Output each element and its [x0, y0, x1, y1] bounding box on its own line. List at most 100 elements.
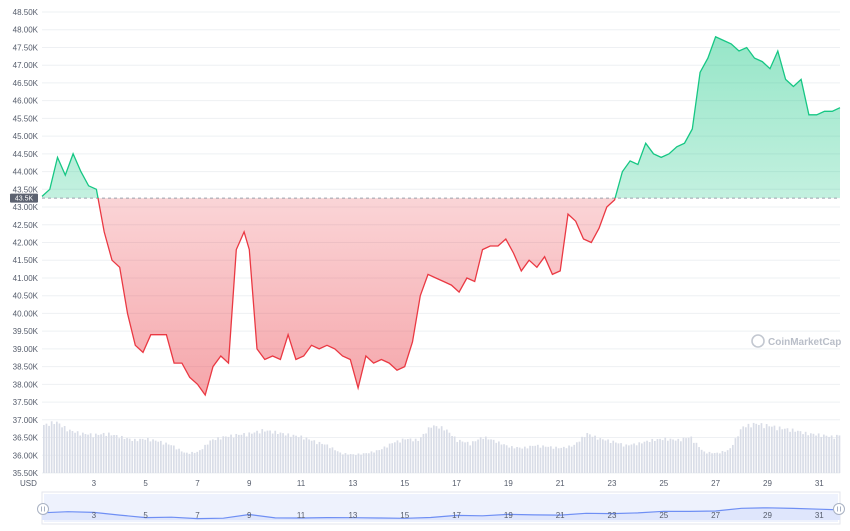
volume-bar	[74, 432, 76, 473]
volume-bar	[661, 440, 664, 473]
volume-bar	[456, 441, 459, 473]
volume-bar	[113, 434, 115, 473]
volume-bar	[708, 451, 711, 473]
volume-bar	[373, 452, 375, 473]
volume-bar	[284, 435, 287, 473]
volume-bar	[251, 433, 253, 473]
navigator-left-handle[interactable]	[37, 503, 49, 515]
volume-bar	[498, 441, 500, 473]
volume-bar	[505, 445, 508, 473]
volume-bar	[687, 437, 690, 473]
volume-bar	[836, 434, 838, 473]
volume-bar	[742, 426, 745, 473]
navigator-x-ticks: 3 5 7 9 11 13 15 17 19 21 23 25 27 29 31	[92, 511, 825, 520]
volume-bar	[128, 438, 131, 473]
volume-bar	[204, 444, 206, 473]
volume-bar	[526, 448, 529, 473]
x-tick-label: 3	[92, 479, 97, 488]
volume-bar	[664, 437, 667, 473]
volume-bar	[261, 429, 264, 473]
volume-bar	[734, 438, 737, 473]
volume-bar	[217, 437, 219, 473]
volume-bar	[368, 453, 370, 473]
volume-bar	[258, 433, 261, 473]
volume-bar	[407, 438, 409, 473]
volume-bar	[212, 439, 214, 473]
volume-bar	[50, 421, 53, 473]
x-tick-label: 19	[504, 479, 513, 488]
volume-bar	[786, 428, 789, 473]
navigator-x-tick-label: 21	[556, 511, 565, 520]
x-tick-label: 7	[195, 479, 200, 488]
volume-bar	[136, 441, 139, 473]
volume-bar	[222, 436, 225, 473]
volume-bar	[82, 432, 84, 473]
volume-bar	[115, 435, 118, 473]
volume-bar	[469, 445, 472, 473]
y-tick-label: 38.00K	[13, 380, 39, 389]
volume-bar	[693, 442, 695, 473]
volume-bar	[791, 428, 794, 473]
volume-bar	[76, 431, 79, 473]
volume-bar	[646, 440, 648, 473]
volume-bar	[817, 433, 820, 473]
navigator-right-handle[interactable]	[833, 503, 845, 515]
volume-bar	[45, 423, 48, 473]
volume-bar	[370, 451, 373, 473]
volume-bar	[342, 454, 344, 473]
navigator-x-tick-label: 15	[400, 511, 409, 520]
volume-bar	[542, 445, 544, 473]
volume-bar	[641, 443, 643, 473]
volume-bar	[820, 436, 823, 473]
volume-bar	[199, 450, 201, 473]
navigator-x-tick-label: 29	[763, 511, 772, 520]
volume-bar	[360, 454, 362, 473]
volume-bar	[323, 444, 326, 473]
volume-bar	[430, 427, 433, 473]
y-tick-label: 47.00K	[13, 61, 39, 70]
volume-bar	[604, 440, 607, 473]
volume-bar	[784, 428, 786, 473]
volume-bar	[576, 442, 578, 473]
volume-bar	[79, 435, 82, 473]
svg-text:CoinMarketCap: CoinMarketCap	[768, 337, 841, 348]
range-navigator[interactable]: 3 5 7 9 11 13 15 17 19 21 23 25 27 29 31	[37, 491, 845, 525]
volume-bar	[110, 435, 113, 473]
volume-bar	[677, 438, 680, 473]
volume-bar	[550, 446, 552, 473]
volume-bar	[472, 441, 474, 473]
volume-bar	[776, 430, 778, 473]
volume-bar	[594, 435, 596, 473]
volume-bar	[539, 447, 542, 473]
volume-bar	[726, 450, 729, 473]
volume-bar	[297, 437, 300, 473]
x-tick-label: 5	[143, 479, 148, 488]
volume-bar	[747, 423, 750, 473]
currency-label: USD	[20, 479, 37, 488]
volume-bar	[43, 424, 45, 473]
volume-bar	[238, 434, 240, 473]
volume-bar	[144, 439, 147, 473]
baseline-label: 43.5K	[15, 196, 34, 203]
y-tick-label: 46.50K	[13, 79, 39, 88]
volume-bar	[495, 442, 498, 473]
volume-bar	[758, 424, 760, 473]
x-tick-label: 9	[247, 479, 252, 488]
volume-bar	[669, 438, 672, 473]
volume-bar	[357, 453, 360, 473]
volume-bar	[399, 442, 401, 473]
y-axis-ticks: 48.50K 48.00K 47.50K 47.00K 46.50K 46.00K 45.5…	[13, 8, 39, 478]
volume-bar	[599, 438, 602, 473]
volume-bar	[721, 451, 724, 473]
volume-bar	[105, 435, 108, 473]
volume-bar	[534, 445, 537, 473]
volume-bar	[152, 439, 154, 473]
volume-bar	[404, 439, 407, 473]
volume-bar	[732, 444, 734, 473]
volume-bar	[313, 440, 316, 473]
volume-bar	[609, 442, 612, 473]
y-tick-label: 35.50K	[13, 469, 39, 478]
navigator-line	[41, 507, 841, 520]
volume-bar	[256, 430, 258, 473]
volume-bar	[698, 447, 700, 473]
